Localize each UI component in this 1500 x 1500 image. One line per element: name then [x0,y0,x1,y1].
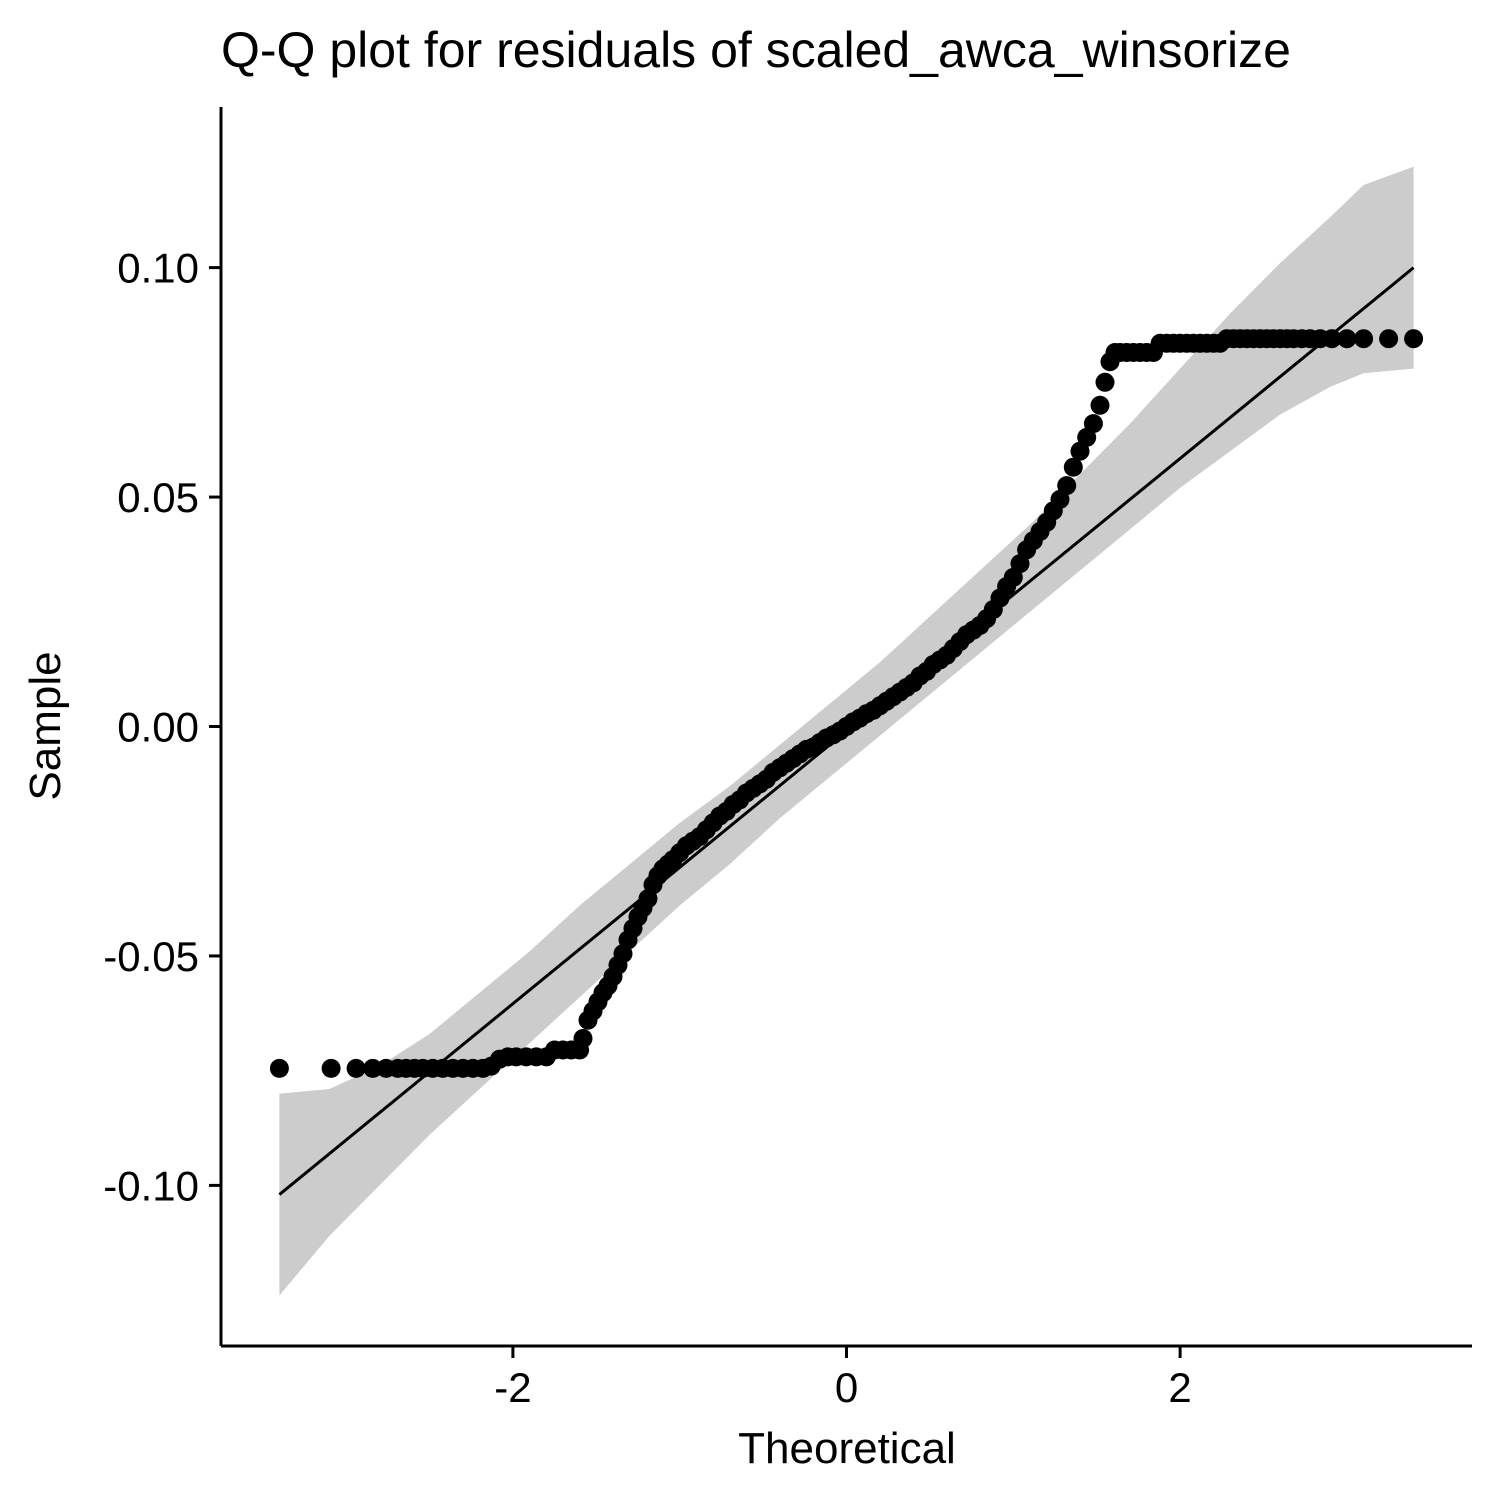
sample-point [573,1029,593,1048]
sample-point [1354,329,1374,349]
sample-point [1095,372,1115,392]
x-tick-label: -2 [494,1364,531,1411]
y-tick-label: -0.10 [103,1162,199,1209]
sample-point [1404,329,1424,349]
x-axis-title: Theoretical [738,1424,956,1473]
sample-point [346,1058,366,1078]
chart-title: Q-Q plot for residuals of scaled_awca_wi… [221,22,1291,78]
y-tick-label: 0.10 [117,245,199,292]
sample-point [1090,395,1110,415]
axes-layer: -2 0 2 -0.10 -0.05 0.00 0.05 0.10 [103,107,1472,1411]
sample-point [1379,329,1399,349]
sample-point [321,1058,341,1078]
y-tick-label: 0.00 [117,704,199,751]
sample-point [363,1058,383,1078]
sample-point [1083,414,1103,434]
y-tick-label: 0.05 [117,474,199,521]
sample-point [269,1058,289,1078]
sample-point [1063,457,1083,477]
sample-point [1337,329,1357,349]
sample-point [1322,329,1342,349]
y-tick-label: -0.05 [103,933,199,980]
y-axis-title: Sample [21,651,70,800]
sample-point [1057,476,1077,496]
x-tick-label: 2 [1168,1364,1191,1411]
x-tick-label: 0 [835,1364,858,1411]
sample-points-layer [269,329,1424,1078]
